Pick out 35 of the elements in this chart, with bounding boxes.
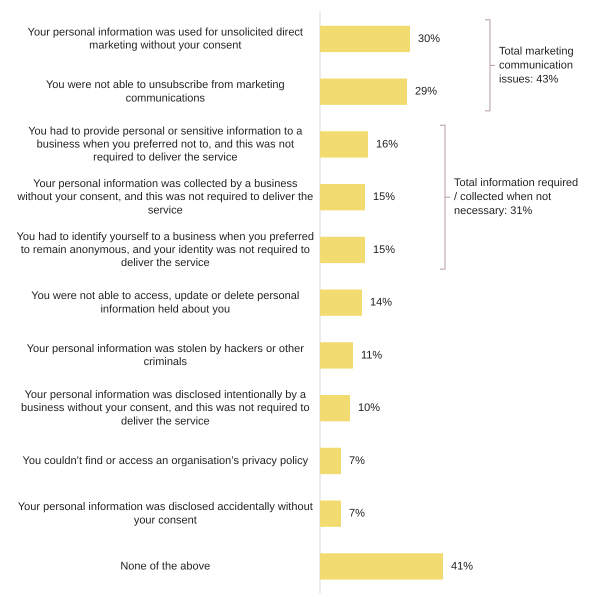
data-label: 29% xyxy=(415,86,438,98)
y-tick-label: You were not able to unsubscribe from marketing communications xyxy=(46,79,285,104)
text: Total marketing communication issues: 43% xyxy=(499,45,574,86)
y-tick-label: Your personal information was used for unsolicited direct marketing without your consent xyxy=(28,26,303,52)
data-label: 14% xyxy=(370,296,392,309)
y-tick-label: Your personal information was stolen by hackers or other criminals xyxy=(26,342,304,368)
data-label: 16% xyxy=(376,138,398,150)
bar xyxy=(320,26,410,52)
y-tick-label: You couldn’t find or access an organisation’s privacy policy xyxy=(22,454,309,467)
bar xyxy=(320,131,368,158)
bar xyxy=(320,553,443,580)
data-label: 41% xyxy=(451,560,474,572)
data-label: 7% xyxy=(349,508,366,520)
bar xyxy=(320,448,341,474)
bar xyxy=(320,395,350,422)
bar xyxy=(320,342,353,369)
y-tick-label: None of the above xyxy=(120,560,210,572)
y-tick-label: Your personal information was disclosed intentionally by a business without your consent, and this was not required to deliver the service xyxy=(20,389,310,428)
bar xyxy=(320,290,362,316)
bar xyxy=(320,184,365,210)
data-label: 10% xyxy=(358,402,380,414)
data-label: 7% xyxy=(349,454,366,467)
y-tick-label: You had to provide personal or sensitive information to a business when you preferred not to, and this was not required to deliver the service xyxy=(28,125,304,164)
data-label: 11% xyxy=(361,349,382,362)
y-tick-label: Your personal information was disclosed accidentally without your consent xyxy=(18,501,313,526)
text: Total information required / collected when not necessary: 31% xyxy=(454,177,578,218)
bar xyxy=(320,236,365,264)
bar xyxy=(320,78,407,105)
y-tick-label: Your personal information was collected by a business without your consent, and this was not required to deliver the service xyxy=(16,178,314,216)
data-label: 15% xyxy=(373,244,396,256)
y-tick-label: You had to identify yourself to a business when you preferred to remain anonymous, and your identity was not required to deliver the service xyxy=(16,230,314,270)
y-tick-label: You were not able to access, update or delete personal information held about you xyxy=(31,290,300,316)
data-label: 15% xyxy=(373,191,396,204)
bar xyxy=(320,500,341,527)
data-label: 30% xyxy=(418,33,440,46)
